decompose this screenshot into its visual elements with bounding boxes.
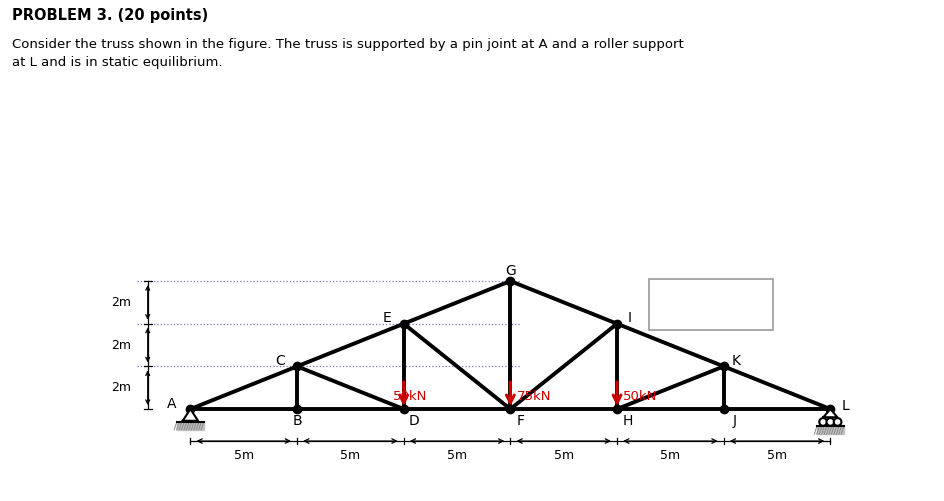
Polygon shape (823, 409, 837, 417)
Circle shape (834, 418, 841, 426)
Text: 2m: 2m (110, 296, 130, 309)
Polygon shape (177, 422, 204, 430)
Text: F: F (517, 414, 525, 428)
Text: E: E (382, 312, 391, 325)
Text: L: L (841, 399, 850, 413)
Text: 5m: 5m (234, 449, 254, 462)
Text: D: D (409, 414, 420, 428)
Text: PROBLEM 3. (20 points): PROBLEM 3. (20 points) (12, 8, 209, 23)
Text: C: C (275, 354, 285, 368)
Text: B: B (293, 414, 302, 428)
Text: 5m: 5m (341, 449, 361, 462)
Text: J: J (733, 414, 736, 428)
Text: 2m: 2m (110, 339, 130, 352)
Text: Consider the truss shown in the figure. The truss is supported by a pin joint at: Consider the truss shown in the figure. … (12, 38, 684, 69)
Text: K: K (732, 354, 741, 368)
Text: H: H (622, 414, 632, 428)
Text: 75kN: 75kN (516, 390, 551, 403)
Text: 5m: 5m (767, 449, 787, 462)
Text: 5m: 5m (447, 449, 467, 462)
Polygon shape (817, 426, 844, 434)
Circle shape (827, 418, 834, 426)
Text: 50kN: 50kN (393, 390, 428, 403)
Text: 2m: 2m (110, 381, 130, 394)
Polygon shape (183, 409, 198, 421)
Text: 50kN: 50kN (623, 390, 658, 403)
Text: G: G (505, 265, 515, 279)
Text: I: I (628, 312, 632, 325)
Text: 5m: 5m (660, 449, 681, 462)
Text: A: A (166, 397, 176, 411)
Bar (649, 279, 773, 330)
Circle shape (819, 418, 827, 426)
Text: 5m: 5m (553, 449, 574, 462)
